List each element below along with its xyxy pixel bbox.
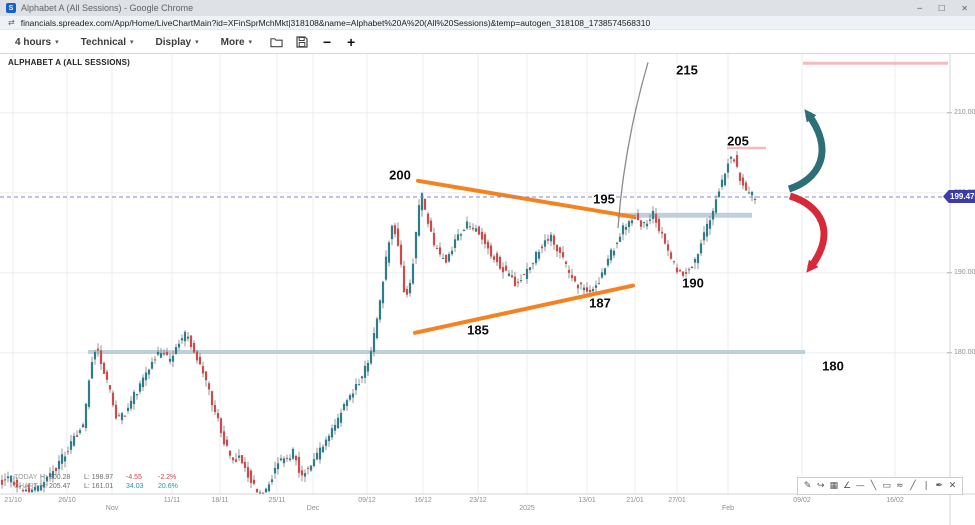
- trendline-tool-icon[interactable]: ╲: [870, 481, 877, 491]
- timeframe-menu[interactable]: 4 hours ▾: [4, 37, 70, 48]
- price-annotation: 185: [467, 322, 489, 338]
- more-menu[interactable]: More ▾: [210, 37, 263, 48]
- x-axis-tick: Nov: [105, 505, 119, 512]
- site-favicon: S: [6, 3, 16, 13]
- technical-menu[interactable]: Technical ▾: [70, 37, 145, 48]
- drawn-trendlines: [0, 62, 943, 335]
- x-axis-tick: 2025: [519, 505, 535, 512]
- drawn-arrows: [787, 109, 828, 273]
- address-bar[interactable]: ⇄ financials.spreadex.com/App/Home/LiveC…: [0, 16, 975, 30]
- open-chart-icon[interactable]: [263, 33, 289, 51]
- candlesticks: [0, 150, 757, 494]
- symbol-label: ALPHABET A (ALL SESSIONS): [8, 58, 131, 67]
- axes-tool-icon[interactable]: ∠: [843, 481, 852, 491]
- x-axis-tick: 25/11: [268, 497, 286, 504]
- price-annotation: 215: [676, 62, 698, 78]
- caret-down-icon: ▾: [55, 38, 59, 46]
- display-menu[interactable]: Display ▾: [145, 37, 210, 48]
- caret-down-icon: ▾: [195, 38, 199, 46]
- x-axis-tick: 18/11: [211, 497, 229, 504]
- y-axis-tick: 180.00: [954, 348, 975, 356]
- x-axis-tick: 09/02: [793, 497, 811, 504]
- timeframe-label: 4 hours: [15, 36, 52, 48]
- price-annotation: 187: [589, 295, 611, 311]
- x-axis-tick: Feb: [721, 505, 735, 512]
- site-info-icon[interactable]: ⇄: [8, 18, 15, 27]
- x-axis-tick: 23/12: [469, 497, 487, 504]
- x-axis-tick: 16/12: [414, 497, 432, 504]
- bearish-curve-arrow: [788, 192, 828, 273]
- lower-triangle-line: [413, 283, 635, 335]
- horizontal-line-tool-icon[interactable]: —: [855, 481, 865, 491]
- minimize-button[interactable]: ─: [917, 3, 923, 13]
- zoom-in-icon[interactable]: +: [346, 34, 356, 50]
- maximize-button[interactable]: ☐: [938, 3, 946, 13]
- close-toolbar-icon[interactable]: ✕: [948, 481, 957, 491]
- price-annotation: 195: [593, 191, 615, 207]
- x-axis-tick: 09/12: [358, 497, 376, 504]
- technical-label: Technical: [80, 36, 127, 48]
- chart-legend: TODAY H: 200.28 L: 198.97 -4.55 -2.2% CHART H:…: [14, 473, 188, 491]
- close-button[interactable]: ✕: [961, 3, 968, 13]
- chart-app-toolbar: 4 hours ▾ Technical ▾ Display ▾ More ▾ −…: [0, 31, 975, 53]
- url-text[interactable]: financials.spreadex.com/App/Home/LiveCha…: [20, 17, 651, 28]
- upper-triangle-line: [416, 178, 635, 219]
- chart-gridlines: [0, 53, 975, 525]
- x-axis-tick: 11/11: [163, 497, 181, 504]
- pencil-tool-icon[interactable]: ✎: [803, 481, 812, 491]
- window-titlebar: S Alphabet A (All Sessions) - Google Chr…: [0, 0, 975, 16]
- curved-arrow-tool-icon[interactable]: ↪: [816, 481, 825, 491]
- save-chart-icon[interactable]: [289, 33, 315, 51]
- x-axis-tick: 13/01: [578, 497, 596, 504]
- drawing-toolbar: ✎ ↪ ▦ ∠ — ╲ ▭ ≈ ╱ | ✒ ✕: [797, 477, 963, 495]
- current-price-badge: 199.470: [943, 190, 975, 203]
- diagonal-line-tool-icon[interactable]: ╱: [910, 481, 916, 491]
- wave-tool-icon[interactable]: ≈: [896, 481, 904, 491]
- y-axis-tick: 190.00: [954, 268, 975, 276]
- price-annotation: 205: [727, 133, 749, 149]
- y-axis-tick: 210.00: [954, 108, 975, 116]
- window-title: Alphabet A (All Sessions) - Google Chrom…: [21, 3, 194, 13]
- x-axis-tick: 16/02: [886, 497, 904, 504]
- price-annotation: 190: [682, 275, 704, 291]
- price-annotation: 180: [822, 358, 844, 374]
- caret-down-icon: ▾: [248, 38, 253, 46]
- x-axis-tick: 27/01: [668, 497, 686, 504]
- display-label: Display: [155, 36, 192, 48]
- caret-down-icon: ▾: [130, 38, 134, 46]
- rectangle-tool-icon[interactable]: ▭: [882, 481, 891, 491]
- x-axis-tick: Dec: [306, 505, 320, 512]
- x-axis-tick: 21/10: [4, 497, 22, 504]
- zoom-out-icon[interactable]: −: [322, 34, 332, 50]
- x-axis-tick: 26/10: [58, 497, 76, 504]
- marker-tool-icon[interactable]: ✒: [935, 481, 944, 491]
- legend-row: CHART H: 205.47 L: 161.01 34.03 20.6%: [14, 483, 178, 490]
- vertical-line-tool-icon[interactable]: |: [924, 481, 928, 491]
- drawn-levels: [88, 61, 948, 354]
- grid-tool-icon[interactable]: ▦: [829, 481, 839, 491]
- more-label: More: [220, 36, 245, 48]
- target-pointer-line: [617, 62, 649, 229]
- price-annotation: 200: [389, 167, 411, 183]
- x-axis-tick: 21/01: [626, 497, 644, 504]
- legend-row: TODAY H: 200.28 L: 198.97 -4.55 -2.2%: [14, 474, 177, 481]
- bullish-curve-arrow: [787, 109, 826, 193]
